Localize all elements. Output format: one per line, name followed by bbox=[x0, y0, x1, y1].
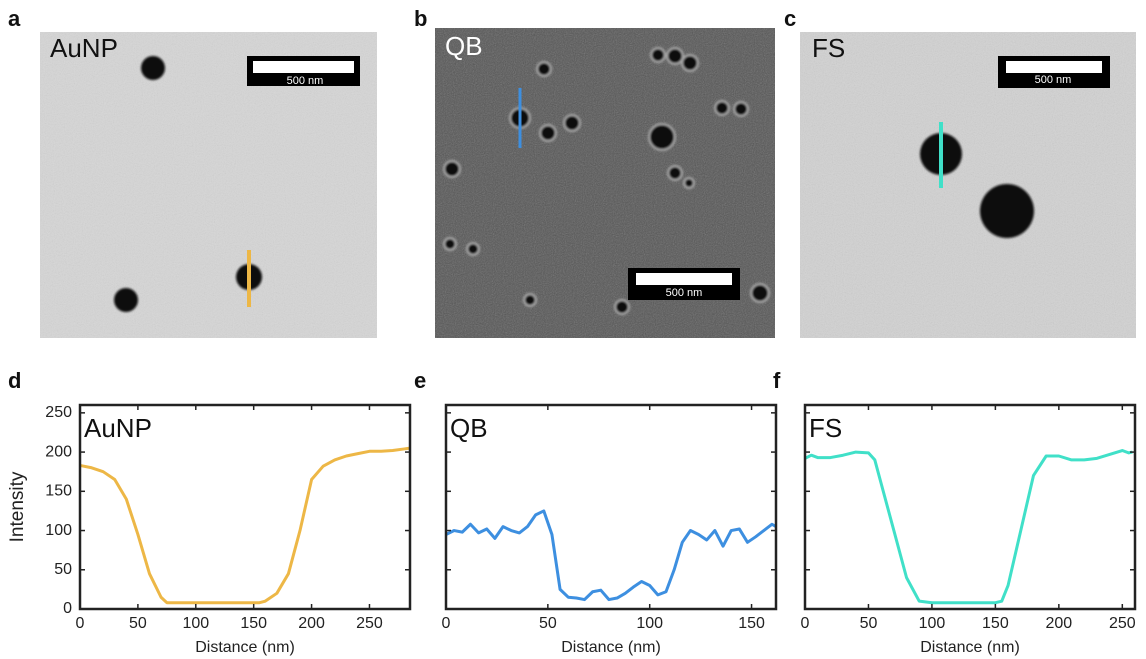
y-tick-label: 100 bbox=[45, 522, 72, 539]
x-tick-label: 100 bbox=[919, 615, 946, 632]
panel-label: d bbox=[8, 368, 21, 393]
plot-frame bbox=[803, 403, 1137, 611]
y-tick-label: 250 bbox=[45, 404, 72, 421]
scale-bar-label: 500 nm bbox=[666, 287, 703, 299]
annotation: AuNP bbox=[84, 413, 152, 443]
y-tick-label: 150 bbox=[45, 483, 72, 500]
x-tick-label: 50 bbox=[129, 615, 147, 632]
panel-label: b bbox=[414, 6, 427, 31]
annotation: QB bbox=[450, 413, 488, 443]
x-tick-label: 150 bbox=[738, 615, 765, 632]
x-tick-label: 50 bbox=[539, 615, 557, 632]
panel-label: f bbox=[773, 368, 781, 393]
panel-label: c bbox=[784, 6, 796, 31]
tem-image-b bbox=[435, 28, 775, 338]
image-label: QB bbox=[445, 31, 483, 61]
data-line bbox=[445, 509, 777, 602]
y-axis-label: Intensity bbox=[7, 471, 28, 542]
data-line bbox=[79, 446, 411, 605]
x-tick-label: 0 bbox=[801, 615, 810, 632]
panel-label: a bbox=[8, 6, 21, 31]
x-tick-label: 250 bbox=[1109, 615, 1136, 632]
x-tick-label: 250 bbox=[356, 615, 383, 632]
data-line bbox=[804, 449, 1133, 605]
annotation: FS bbox=[809, 413, 842, 443]
y-tick-label: 50 bbox=[54, 561, 72, 578]
y-tick-label: 0 bbox=[63, 600, 72, 617]
plot-frame bbox=[78, 403, 412, 611]
y-tick-label: 200 bbox=[45, 443, 72, 460]
x-tick-label: 150 bbox=[982, 615, 1009, 632]
x-tick-label: 50 bbox=[860, 615, 878, 632]
scale-bar-label: 500 nm bbox=[287, 75, 324, 87]
image-label: AuNP bbox=[50, 33, 118, 63]
x-tick-label: 100 bbox=[636, 615, 663, 632]
scale-bar-label: 500 nm bbox=[1035, 74, 1072, 86]
image-label: FS bbox=[812, 33, 845, 63]
x-tick-label: 150 bbox=[240, 615, 267, 632]
x-axis-label: Distance (nm) bbox=[561, 639, 661, 656]
tem-image-c bbox=[800, 32, 1136, 338]
tem-image-a bbox=[40, 32, 377, 338]
x-axis-label: Distance (nm) bbox=[920, 639, 1020, 656]
panel-label: e bbox=[414, 368, 426, 393]
x-tick-label: 200 bbox=[298, 615, 325, 632]
x-tick-label: 0 bbox=[76, 615, 85, 632]
x-axis-label: Distance (nm) bbox=[195, 639, 295, 656]
x-tick-label: 0 bbox=[442, 615, 451, 632]
plot-frame bbox=[444, 403, 778, 611]
x-tick-label: 100 bbox=[182, 615, 209, 632]
x-tick-label: 200 bbox=[1045, 615, 1072, 632]
